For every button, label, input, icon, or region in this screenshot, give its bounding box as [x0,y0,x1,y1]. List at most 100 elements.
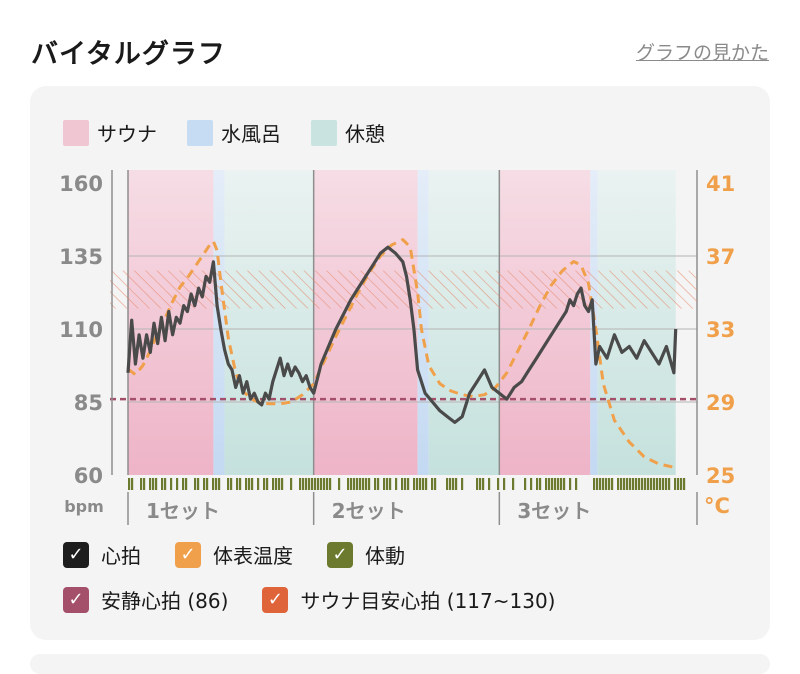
movement-tick [140,478,143,490]
movement-tick [446,478,449,490]
movement-tick [362,478,365,490]
movement-tick [374,478,377,490]
movement-tick [617,478,620,490]
left-tick-label: 135 [59,245,103,269]
movement-tick [185,478,188,490]
movement-tick [596,478,599,490]
movement-tick [128,478,131,490]
toggle-sauna-target-hr[interactable]: ✓ サウナ目安心拍 (117~130) [262,585,556,614]
movement-tick [512,478,515,490]
movement-tick [275,478,278,490]
toggle-body-movement[interactable]: ✓ 体動 [327,540,405,569]
movement-tick [557,478,560,490]
sauna-target-hr-label: サウナ目安心拍 (117~130) [300,589,556,613]
movement-tick [593,478,596,490]
movement-tick [599,478,602,490]
movement-tick [389,478,392,490]
movement-tick [170,478,173,490]
phase-band-rest [224,170,314,475]
movement-tick [164,478,167,490]
movement-tick [290,478,293,490]
left-tick-label: 160 [59,172,103,196]
toggle-heart-rate[interactable]: ✓ 心拍 [63,540,141,569]
movement-tick [329,478,332,490]
skin-temperature-label: 体表温度 [213,544,293,568]
checkbox-skin-temperature[interactable]: ✓ [175,541,201,568]
set-label: 1セット [146,499,220,523]
set-label: 3セット [517,499,591,523]
movement-tick [239,478,242,490]
phase-legend: サウナ 水風呂 休憩 [63,118,385,147]
movement-tick [215,478,218,490]
movement-tick [680,478,683,490]
movement-tick [194,478,197,490]
movement-tick [434,478,437,490]
movement-tick [404,478,407,490]
phase-band-rest [428,170,500,475]
movement-tick [323,478,326,490]
movement-tick [482,478,485,490]
toggle-resting-hr[interactable]: ✓ 安静心拍 (86) [63,585,228,614]
movement-tick [497,478,500,490]
movement-tick [338,478,341,490]
movement-tick [407,478,410,490]
legend-rest: 休憩 [311,118,385,147]
movement-tick [152,478,155,490]
right-tick-label: 29 [706,391,735,415]
right-tick-label: 37 [706,245,735,269]
legend-sauna-swatch [63,119,89,146]
movement-tick [650,478,653,490]
legend-rest-label: 休憩 [345,122,385,146]
movement-tick [212,478,215,490]
movement-tick [236,478,239,490]
heart-rate-line [126,245,678,424]
movement-tick [176,478,179,490]
body-movement-strip [128,478,686,490]
movement-tick [320,478,323,490]
movement-tick [629,478,632,490]
checkbox-resting-hr[interactable]: ✓ [63,586,89,613]
movement-tick [632,478,635,490]
movement-tick [431,478,434,490]
legend-cold-bath-label: 水風呂 [221,122,281,146]
movement-tick [416,478,419,490]
movement-tick [263,478,266,490]
movement-tick [350,478,353,490]
movement-tick [476,478,479,490]
toggle-skin-temperature[interactable]: ✓ 体表温度 [175,540,293,569]
movement-tick [155,478,158,490]
movement-tick [623,478,626,490]
movement-tick [656,478,659,490]
movement-tick [605,478,608,490]
left-axis-unit: bpm [64,497,104,516]
graph-help-link[interactable]: グラフの見かた [635,42,769,64]
checkbox-sauna-target-hr[interactable]: ✓ [262,586,289,613]
movement-tick [386,478,389,490]
movement-tick [449,478,452,490]
checkbox-heart-rate[interactable]: ✓ [63,541,89,568]
movement-tick [203,478,206,490]
movement-tick [368,478,371,490]
movement-tick [281,478,284,490]
movement-tick [365,478,368,490]
checkbox-body-movement[interactable]: ✓ [327,541,353,568]
movement-tick [545,478,548,490]
movement-tick [524,478,527,490]
movement-tick [272,478,275,490]
heart-rate-label: 心拍 [101,544,141,568]
left-tick-label: 60 [74,464,103,488]
movement-tick [653,478,656,490]
movement-tick [299,478,302,490]
movement-tick [302,478,305,490]
movement-tick [377,478,380,490]
movement-tick [644,478,647,490]
movement-tick [419,478,422,490]
movement-tick [683,478,686,490]
left-tick-label: 110 [59,318,103,342]
movement-tick [665,478,668,490]
movement-tick [551,478,554,490]
set-label: 2セット [332,499,406,523]
movement-tick [668,478,671,490]
movement-tick [479,478,482,490]
movement-tick [401,478,404,490]
